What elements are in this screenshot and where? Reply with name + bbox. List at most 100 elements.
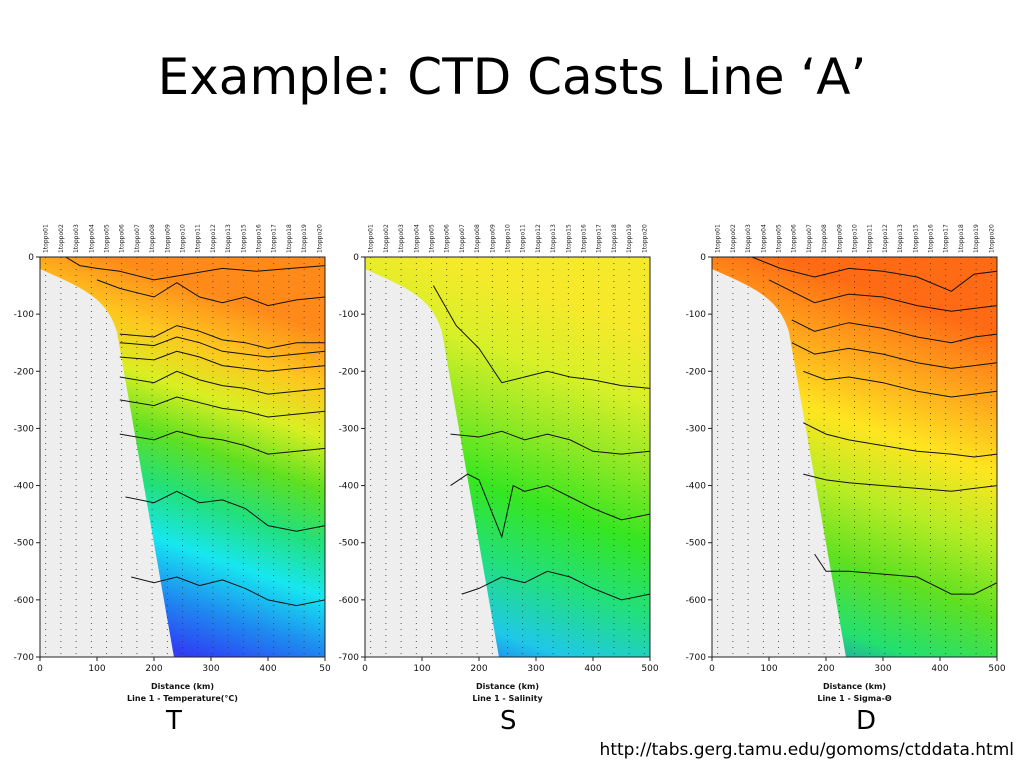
- contour-line-1: [96, 279, 326, 307]
- station-label: 1toppo01: [43, 224, 50, 253]
- x-tick-label: 300: [527, 664, 544, 674]
- station-label: 1toppo01: [715, 224, 722, 253]
- chart-panel-salinity: 1toppo01 1toppo02 1toppo03 1toppo04 1toppo05…: [335, 215, 665, 715]
- x-tick-label: 400: [584, 664, 601, 674]
- y-tick-label: -400: [339, 482, 360, 492]
- y-tick-label: -400: [686, 482, 707, 492]
- station-label: 1toppo05: [429, 224, 436, 253]
- station-label: 1toppo11: [520, 224, 527, 253]
- station-label: 1toppo19: [301, 224, 308, 253]
- contour-line-6: [119, 396, 326, 418]
- continental-slope: [712, 269, 846, 657]
- station-label: 1toppo09: [489, 224, 496, 253]
- y-tick-label: -200: [686, 367, 707, 377]
- contour-line-3: [461, 570, 651, 601]
- station-label: 1toppo17: [596, 224, 603, 253]
- x-tick-label: 50: [319, 664, 331, 674]
- y-tick-label: -100: [14, 310, 35, 320]
- station-label: 1toppo16: [256, 224, 263, 253]
- station-label: 1toppo11: [195, 224, 202, 253]
- panel-label-s: S: [500, 706, 517, 736]
- station-label: 1toppo04: [413, 224, 420, 253]
- y-tick-label: -700: [339, 653, 360, 663]
- station-label: 1toppo09: [836, 224, 843, 253]
- station-label: 1toppo10: [180, 224, 187, 253]
- station-label: 1toppo13: [897, 224, 904, 253]
- station-label: 1toppo07: [134, 224, 141, 253]
- station-label: 1toppo12: [535, 224, 542, 253]
- station-label: 1toppo15: [565, 224, 572, 253]
- continental-slope: [40, 269, 174, 657]
- slide-title: Example: CTD Casts Line ‘A’: [157, 48, 867, 106]
- contour-line-1: [768, 279, 998, 312]
- station-label: 1toppo04: [760, 224, 767, 253]
- station-label: 1toppo17: [943, 224, 950, 253]
- x-axis-label: Distance (km): [476, 682, 539, 691]
- x-tick-label: 400: [259, 664, 276, 674]
- contour-line-8: [125, 490, 326, 532]
- station-label: 1toppo08: [474, 224, 481, 253]
- x-tick-label: 100: [760, 664, 777, 674]
- y-tick-label: -100: [686, 310, 707, 320]
- station-label: 1toppo03: [398, 224, 405, 253]
- station-label: 1toppo16: [928, 224, 935, 253]
- chart-svg: 1toppo01 1toppo02 1toppo03 1toppo04 1toppo05…: [339, 224, 659, 703]
- station-label: 1toppo20: [988, 224, 995, 253]
- continental-slope: [365, 269, 499, 657]
- y-tick-label: -300: [14, 424, 35, 434]
- contour-line-0: [751, 256, 998, 292]
- plot-frame: [39, 256, 326, 658]
- x-tick-label: 0: [709, 664, 715, 674]
- contour-line-4: [119, 350, 326, 372]
- x-tick-label: 200: [817, 664, 834, 674]
- y-tick-label: -200: [14, 367, 35, 377]
- station-label: 1toppo05: [776, 224, 783, 253]
- contour-line-3: [791, 342, 998, 369]
- station-label: 1toppo05: [104, 224, 111, 253]
- plot-frame: [711, 256, 998, 658]
- plot-frame: [364, 256, 651, 658]
- y-tick-label: -600: [339, 596, 360, 606]
- y-tick-label: -600: [14, 596, 35, 606]
- station-label: 1toppo15: [912, 224, 919, 253]
- panel-label-t: T: [166, 706, 182, 736]
- y-tick-label: -500: [14, 539, 35, 549]
- station-label: 1toppo10: [505, 224, 512, 253]
- x-tick-label: 200: [470, 664, 487, 674]
- station-label: 1toppo12: [210, 224, 217, 253]
- source-url-link[interactable]: http://tabs.gerg.tamu.edu/gomoms/ctddata…: [599, 740, 1014, 760]
- station-label: 1toppo06: [791, 224, 798, 253]
- y-tick-label: -500: [686, 539, 707, 549]
- station-label: 1toppo04: [88, 224, 95, 253]
- station-label: 1toppo18: [958, 224, 965, 253]
- contour-line-3: [119, 336, 326, 358]
- x-tick-label: 400: [931, 664, 948, 674]
- station-label: 1toppo02: [730, 224, 737, 253]
- station-label: 1toppo08: [821, 224, 828, 253]
- y-tick-label: -300: [339, 424, 360, 434]
- contour-line-2: [791, 319, 998, 344]
- station-label: 1toppo06: [119, 224, 126, 253]
- station-label: 1toppo02: [383, 224, 390, 253]
- contour-line-5: [802, 422, 998, 458]
- contour-line-0: [432, 285, 651, 389]
- station-label: 1toppo02: [58, 224, 65, 253]
- station-label: 1toppo18: [286, 224, 293, 253]
- station-label: 1toppo20: [641, 224, 648, 253]
- station-label: 1toppo18: [611, 224, 618, 253]
- chart-caption: Line 1 - Sigma-Θ: [817, 694, 891, 703]
- station-label: 1toppo13: [225, 224, 232, 253]
- station-label: 1toppo06: [444, 224, 451, 253]
- chart-caption: Line 1 - Salinity: [472, 694, 543, 703]
- chart-svg: 1toppo01 1toppo02 1toppo03 1toppo04 1toppo05…: [14, 224, 331, 703]
- y-tick-label: -600: [686, 596, 707, 606]
- chart-svg: 1toppo01 1toppo02 1toppo03 1toppo04 1toppo05…: [686, 224, 1006, 703]
- contour-line-5: [119, 370, 326, 395]
- station-label: 1toppo17: [271, 224, 278, 253]
- contour-line-9: [131, 576, 326, 607]
- x-tick-label: 500: [988, 664, 1005, 674]
- station-label: 1toppo15: [240, 224, 247, 253]
- contour-line-2: [450, 473, 651, 539]
- station-label: 1toppo01: [368, 224, 375, 253]
- x-tick-label: 0: [362, 664, 368, 674]
